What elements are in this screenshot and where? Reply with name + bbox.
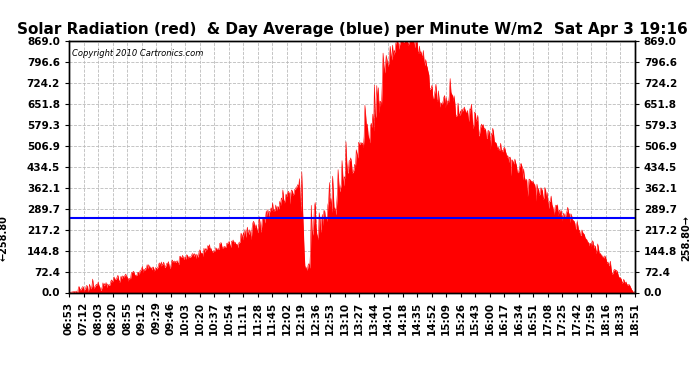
- Text: ←258.80: ←258.80: [0, 215, 8, 261]
- Text: Copyright 2010 Cartronics.com: Copyright 2010 Cartronics.com: [72, 49, 203, 58]
- Title: Solar Radiation (red)  & Day Average (blue) per Minute W/m2  Sat Apr 3 19:16: Solar Radiation (red) & Day Average (blu…: [17, 22, 687, 37]
- Text: 258.80→: 258.80→: [682, 215, 690, 261]
